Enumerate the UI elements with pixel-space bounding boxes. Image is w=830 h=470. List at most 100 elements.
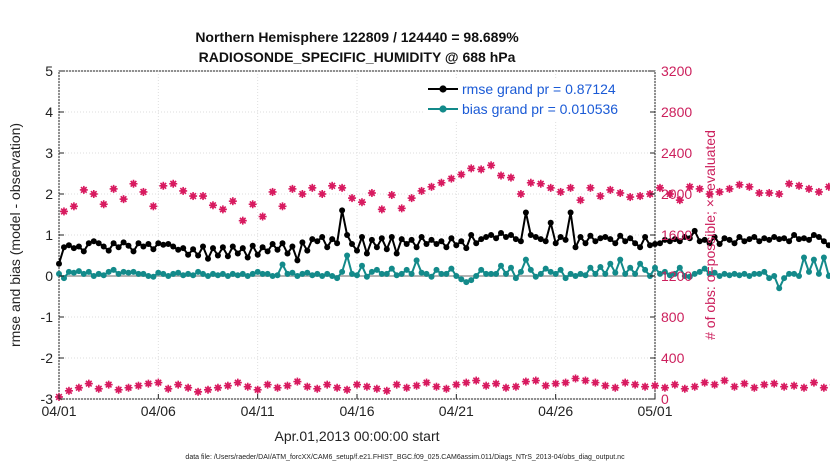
bias-point — [572, 273, 579, 279]
obs-possible-marker — [546, 183, 555, 192]
obs-evaluated-marker — [204, 385, 212, 394]
bias-point — [478, 266, 485, 273]
rmse-point — [602, 234, 609, 240]
rmse-point — [140, 243, 147, 250]
bias-point — [418, 269, 425, 276]
rmse-point — [339, 207, 346, 214]
bias-point — [517, 268, 524, 275]
rmse-point — [95, 240, 102, 247]
bias-point — [676, 264, 683, 271]
obs-possible-marker — [218, 205, 227, 214]
rmse-point — [736, 234, 743, 240]
obs-evaluated-marker — [809, 378, 818, 387]
rmse-point — [557, 234, 564, 240]
obs-evaluated-marker — [541, 381, 550, 390]
rmse-point — [259, 244, 266, 251]
rmse-point — [522, 209, 529, 216]
obs-possible-marker — [89, 190, 98, 198]
obs-evaluated-marker — [561, 378, 570, 387]
obs-possible-marker — [99, 200, 108, 209]
obs-evaluated-marker — [710, 380, 719, 389]
rmse-point — [448, 235, 455, 242]
y-left-tick-label: -2 — [41, 350, 54, 366]
rmse-point — [105, 247, 112, 254]
rmse-point — [165, 241, 172, 247]
bias-point — [125, 269, 132, 276]
rmse-point — [766, 236, 773, 243]
bias-point — [508, 264, 514, 271]
rmse-point — [478, 236, 485, 243]
obs-evaluated-marker — [631, 380, 640, 389]
obs-evaluated-marker — [571, 374, 580, 383]
rmse-point — [786, 238, 793, 245]
obs-possible-marker — [318, 190, 327, 198]
bias-point — [587, 264, 594, 271]
obs-evaluated-marker — [581, 376, 590, 385]
rmse-point — [532, 234, 539, 240]
rmse-point — [344, 232, 351, 238]
bias-point — [612, 269, 619, 276]
obs-possible-marker — [665, 190, 674, 198]
rmse-point — [552, 240, 559, 247]
x-tick-label: 05/01 — [637, 403, 672, 419]
obs-possible-marker — [765, 188, 774, 197]
bias-point — [781, 275, 788, 282]
obs-evaluated-marker — [760, 380, 769, 389]
y-right-tick-label: 800 — [661, 309, 685, 325]
bias-point — [264, 270, 271, 277]
obs-possible-marker — [586, 183, 595, 192]
bias-point — [661, 268, 668, 275]
rmse-point — [547, 219, 554, 226]
bias-point — [433, 266, 440, 273]
bias-point — [522, 256, 529, 263]
bias-point — [363, 273, 370, 280]
rmse-point — [612, 240, 619, 247]
rmse-point — [438, 238, 445, 245]
obs-possible-marker — [516, 190, 525, 198]
y-axis-label-left: rmse and bias (model - observation) — [7, 123, 23, 347]
bias-point — [135, 270, 142, 277]
data-file-footnote: data file: /Users/raeder/DAI/ATM_forcXX/… — [185, 454, 625, 461]
rmse-point — [329, 236, 336, 243]
rmse-point — [175, 246, 182, 253]
bias-point — [642, 266, 649, 273]
rmse-point — [289, 243, 296, 250]
bias-point — [721, 270, 728, 277]
bias-point — [105, 268, 112, 275]
bias-point — [219, 270, 226, 277]
rmse-point — [488, 232, 495, 238]
bias-point — [776, 285, 783, 292]
obs-evaluated-marker — [730, 382, 739, 391]
rmse-point — [815, 234, 822, 240]
obs-evaluated-marker — [670, 380, 679, 389]
rmse-point — [652, 241, 658, 247]
bias-point — [373, 266, 380, 273]
rmse-point — [120, 239, 127, 246]
obs-possible-marker — [775, 190, 784, 198]
obs-possible-marker — [179, 186, 188, 195]
rmse-point — [791, 232, 798, 238]
rmse-point — [249, 242, 256, 249]
obs-possible-marker — [576, 196, 585, 205]
rmse-point — [70, 245, 77, 252]
obs-possible-marker — [69, 202, 78, 211]
bias-point — [567, 270, 574, 277]
rmse-point — [527, 232, 534, 238]
bias-point — [756, 270, 763, 277]
rmse-point — [666, 238, 673, 245]
rmse-point — [145, 241, 152, 247]
rmse-point — [632, 240, 639, 247]
bias-point — [691, 270, 698, 277]
bias-point — [493, 270, 500, 277]
bias-point — [155, 269, 162, 276]
rmse-point — [359, 234, 365, 240]
y-left-tick-label: 2 — [45, 186, 53, 202]
rmse-point — [195, 252, 202, 259]
bias-point — [731, 270, 738, 277]
rmse-point — [219, 244, 226, 251]
obs-evaluated-marker — [680, 384, 689, 393]
bias-point — [279, 261, 286, 268]
obs-evaluated-marker — [531, 376, 540, 385]
bias-point — [527, 266, 534, 273]
